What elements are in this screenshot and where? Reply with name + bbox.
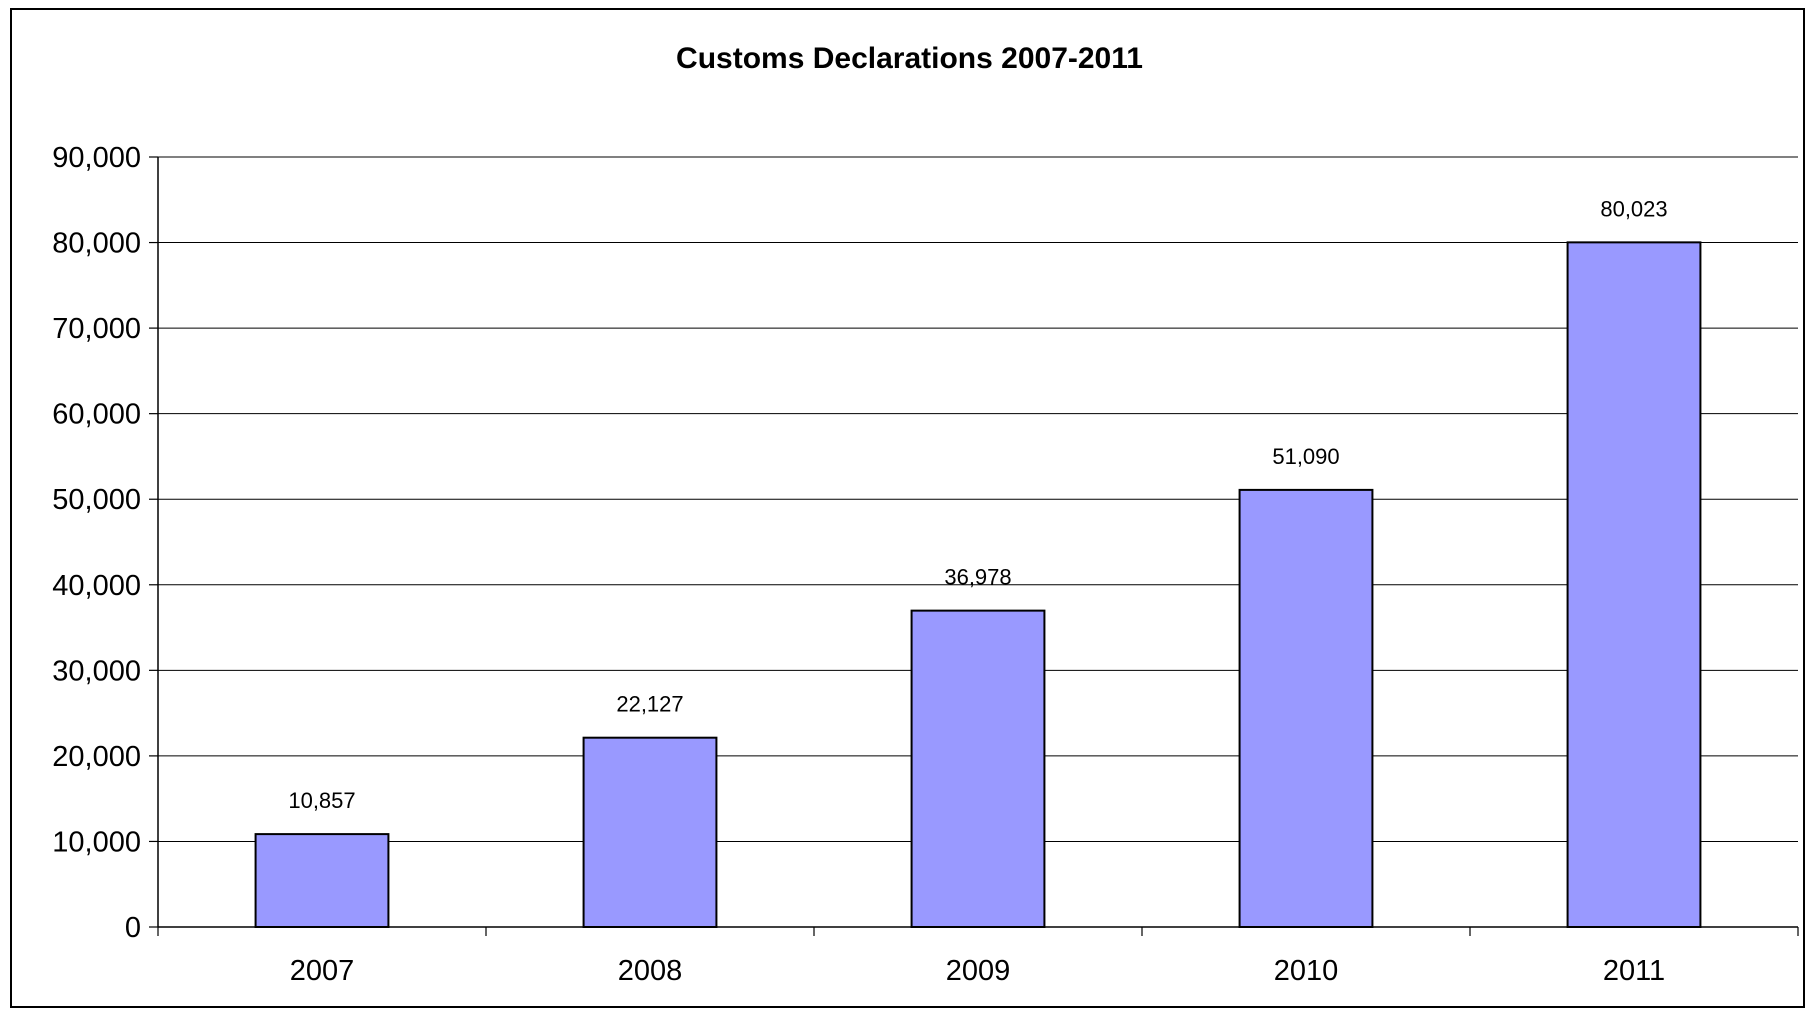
y-tick-label: 50,000 bbox=[52, 484, 141, 516]
y-tick-label: 60,000 bbox=[52, 399, 141, 431]
chart-title: Customs Declarations 2007-2011 bbox=[676, 42, 1143, 75]
bar-2010 bbox=[1238, 488, 1374, 928]
bar-2011 bbox=[1566, 241, 1702, 929]
y-tick-label: 80,000 bbox=[52, 228, 141, 260]
y-tick-label: 70,000 bbox=[52, 313, 141, 345]
data-label: 51,090 bbox=[1272, 444, 1339, 469]
x-tick-label: 2008 bbox=[618, 955, 683, 987]
chart-plot: 0 10,000 20,000 30,000 40,000 50,000 60,000 70,… bbox=[52, 142, 1799, 987]
data-label: 10,857 bbox=[288, 788, 355, 813]
x-tick-label: 2009 bbox=[946, 955, 1011, 987]
chart-frame: Customs Declarations 2007-2011 0 10,000 20… bbox=[10, 8, 1805, 1008]
y-tick-label: 90,000 bbox=[52, 142, 141, 174]
y-tick-label: 0 bbox=[125, 912, 141, 944]
x-tick-label: 2007 bbox=[290, 955, 355, 987]
data-label: 36,978 bbox=[944, 565, 1011, 590]
y-tick-label: 20,000 bbox=[52, 741, 141, 773]
x-tick-label: 2011 bbox=[1603, 955, 1665, 987]
bar-2008 bbox=[582, 736, 718, 928]
y-tick-label: 30,000 bbox=[52, 655, 141, 687]
y-tick-label: 10,000 bbox=[52, 826, 141, 858]
data-label: 22,127 bbox=[616, 692, 683, 717]
bar-2009 bbox=[910, 609, 1046, 929]
x-tick-label: 2010 bbox=[1274, 955, 1339, 987]
bar-2007 bbox=[254, 833, 390, 928]
data-label: 80,023 bbox=[1600, 196, 1667, 221]
y-tick-label: 40,000 bbox=[52, 570, 141, 602]
